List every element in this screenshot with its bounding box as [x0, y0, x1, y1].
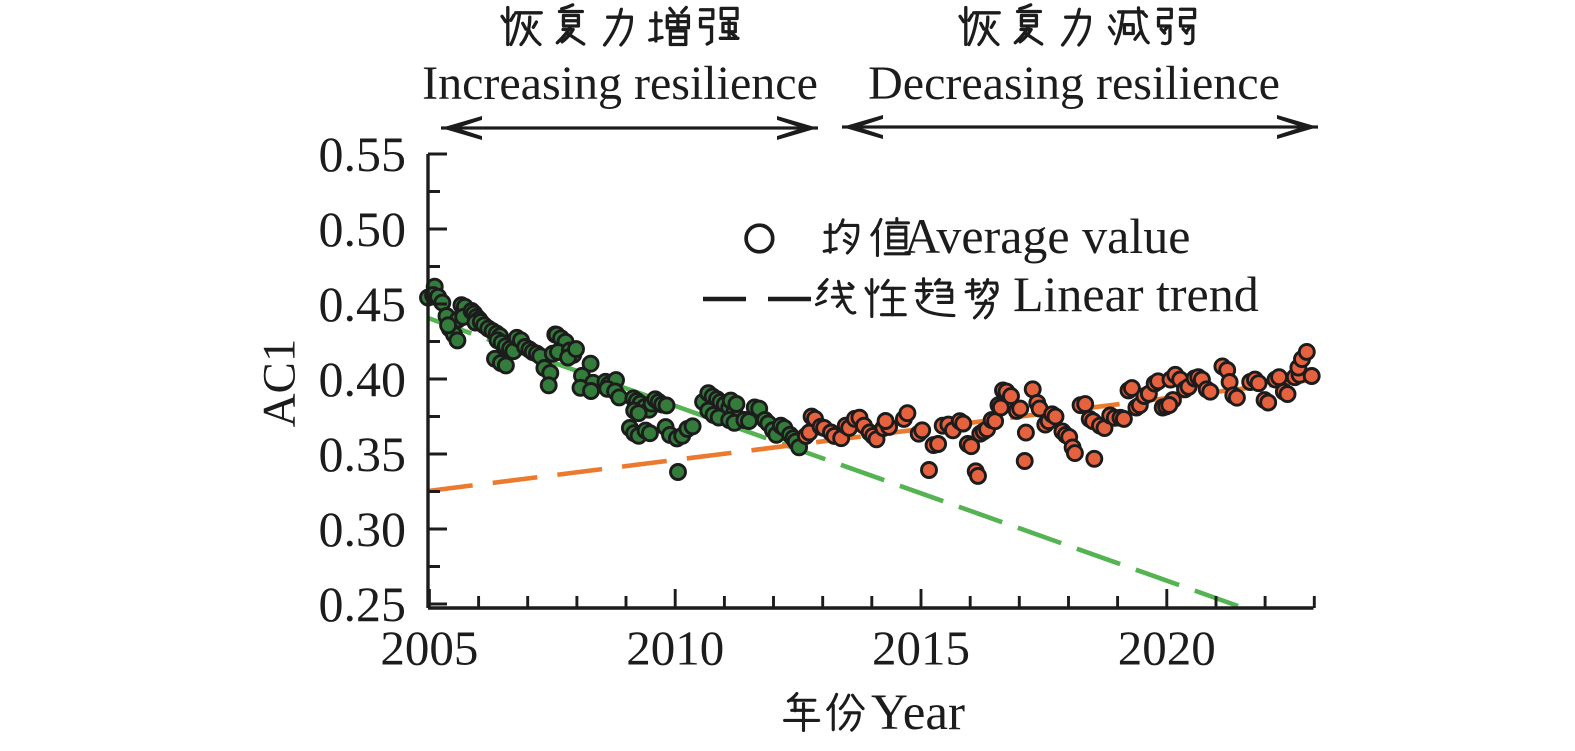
svg-text:2020: 2020 [1118, 621, 1216, 676]
svg-text:Year: Year [871, 685, 965, 741]
svg-text:Linear trend: Linear trend [1013, 266, 1259, 322]
svg-text:AC1: AC1 [254, 339, 306, 428]
svg-text:Average value: Average value [904, 208, 1190, 264]
svg-text:Increasing resilience: Increasing resilience [422, 57, 818, 110]
svg-text:0.25: 0.25 [319, 576, 407, 632]
svg-text:0.40: 0.40 [319, 351, 407, 407]
svg-text:2005: 2005 [380, 621, 478, 676]
svg-text:2010: 2010 [626, 621, 724, 676]
svg-text:0.35: 0.35 [319, 426, 407, 482]
svg-text:2015: 2015 [872, 621, 970, 676]
svg-text:0.45: 0.45 [319, 276, 407, 332]
svg-text:0.50: 0.50 [319, 201, 407, 257]
svg-text:0.55: 0.55 [319, 126, 407, 182]
svg-text:Decreasing resilience: Decreasing resilience [868, 57, 1280, 110]
svg-text:0.30: 0.30 [319, 501, 407, 557]
